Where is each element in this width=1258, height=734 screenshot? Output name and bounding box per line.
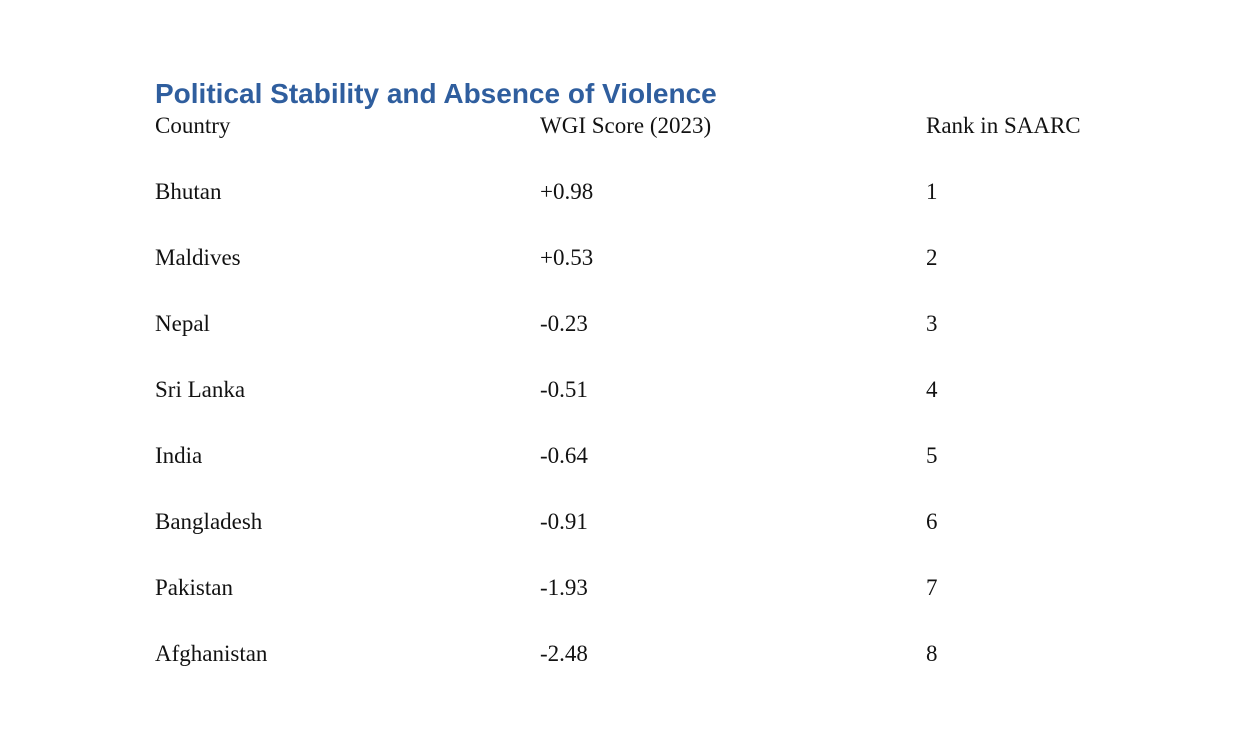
page-title: Political Stability and Absence of Viole… [155, 77, 717, 109]
wgi-table: Country WGI Score (2023) Rank in SAARC B… [155, 93, 1246, 687]
column-header-rank: Rank in SAARC [926, 113, 1081, 138]
country-cell: Sri Lanka [155, 377, 246, 402]
rank-cell: 6 [926, 509, 938, 534]
rank-cell: 1 [926, 179, 938, 204]
rank-cell: 7 [926, 575, 938, 600]
score-cell: -0.51 [540, 377, 588, 402]
rank-cell: 5 [926, 443, 938, 468]
score-cell: -1.93 [540, 575, 588, 600]
rank-cell: 4 [926, 377, 938, 402]
country-cell: Nepal [155, 311, 210, 336]
score-cell: +0.98 [540, 179, 594, 204]
score-cell: -0.64 [540, 443, 588, 468]
country-cell: Afghanistan [155, 641, 268, 666]
column-header-country: Country [155, 113, 231, 138]
country-cell: Bhutan [155, 179, 222, 204]
score-cell: -2.48 [540, 641, 588, 666]
score-cell: +0.53 [540, 245, 594, 270]
rank-cell: 8 [926, 641, 938, 666]
country-cell: India [155, 443, 203, 468]
country-cell: Pakistan [155, 575, 233, 600]
country-cell: Maldives [155, 245, 241, 270]
score-cell: -0.91 [540, 509, 588, 534]
column-header-wgi-score: WGI Score (2023) [540, 113, 712, 138]
rank-cell: 2 [926, 245, 938, 270]
score-cell: -0.23 [540, 311, 588, 336]
country-cell: Bangladesh [155, 509, 263, 534]
rank-cell: 3 [926, 311, 938, 336]
